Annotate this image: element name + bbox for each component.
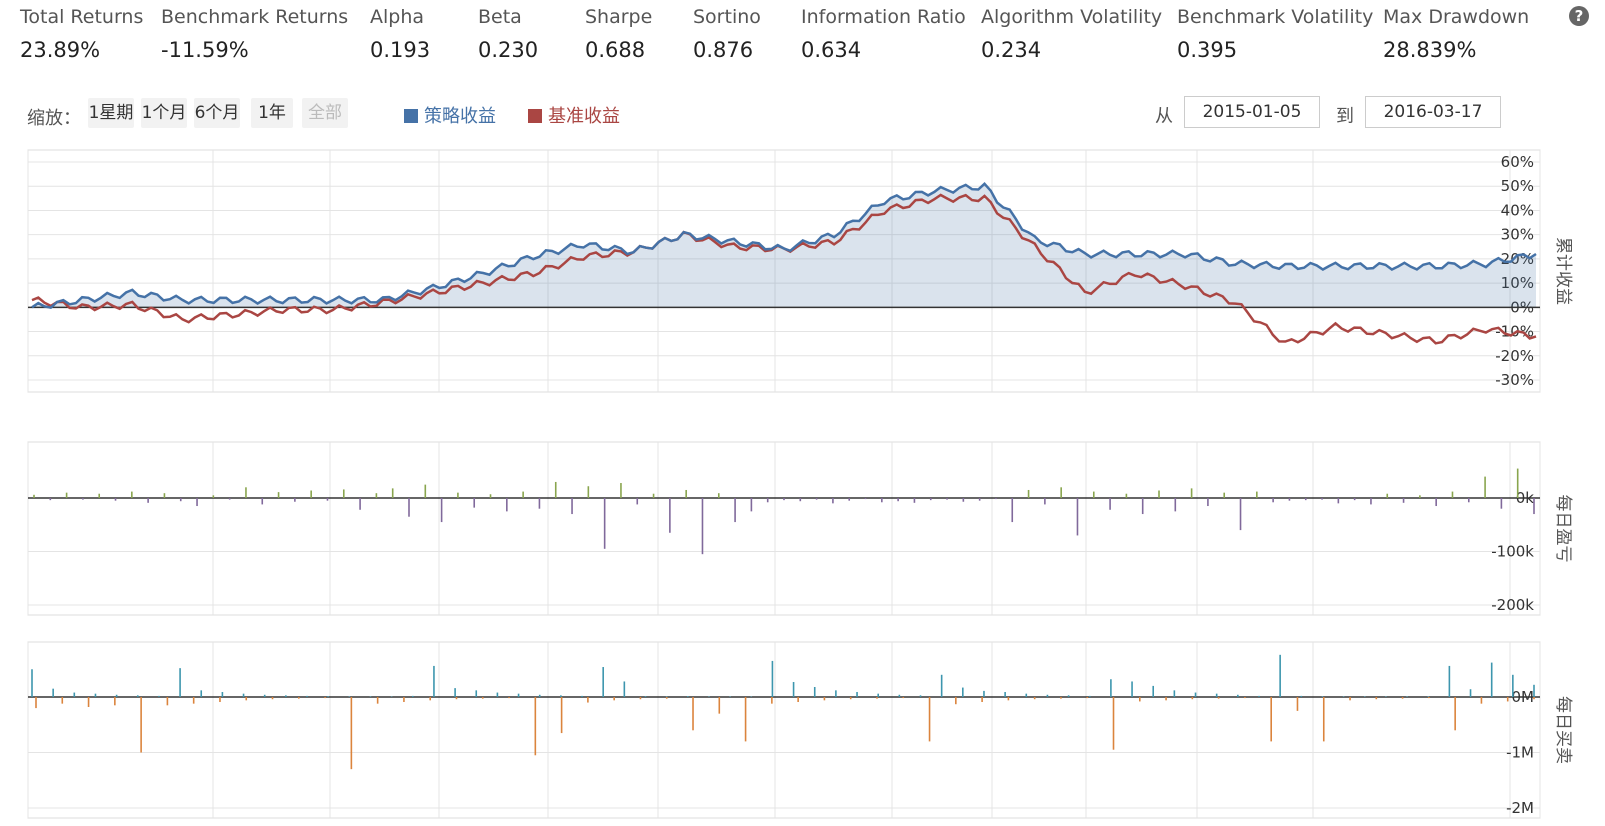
y-tick-label: 30%	[1501, 226, 1534, 244]
metric-label: Alpha	[370, 6, 425, 28]
metric-total-returns: Total Returns 23.89%	[20, 6, 143, 62]
metric-value: -11.59%	[161, 38, 249, 62]
metric-label: Algorithm Volatility	[981, 6, 1163, 28]
y-tick-label: 50%	[1501, 177, 1534, 195]
metric-label: Sharpe	[585, 6, 653, 28]
metric-label: Max Drawdown	[1383, 6, 1530, 28]
y-tick-label: -2M	[1506, 799, 1534, 817]
strategy-area	[32, 183, 1536, 308]
metric-value: 23.89%	[20, 38, 101, 62]
metric-alpha: Alpha 0.193	[370, 6, 430, 62]
y-tick-label: -1M	[1506, 744, 1534, 762]
metric-max-drawdown: Max Drawdown 28.839%	[1383, 6, 1529, 62]
metric-label: Benchmark Volatility	[1177, 6, 1374, 28]
y-tick-label: -30%	[1495, 371, 1534, 389]
zoom-6-month-button[interactable]: 6个月	[194, 98, 240, 128]
metric-value: 0.395	[1177, 38, 1238, 62]
metric-value: 0.230	[478, 38, 539, 62]
y-tick-label: -20%	[1495, 347, 1534, 365]
returns-panel: 60%50%40%30%20%10%0%-10%-20%-30%累计收益	[27, 149, 1573, 393]
metric-value: 0.688	[585, 38, 646, 62]
to-date-input[interactable]: 2016-03-17	[1365, 96, 1501, 128]
returns-panel-frame	[27, 149, 1541, 393]
metric-value: 0.876	[693, 38, 754, 62]
from-label: 从	[1155, 106, 1173, 127]
metric-label: Sortino	[693, 6, 761, 28]
metric-value: 0.193	[370, 38, 431, 62]
legend-benchmark[interactable]: 基准收益	[528, 102, 620, 128]
metric-benchmark-volatility: Benchmark Volatility 0.395	[1177, 6, 1373, 62]
trades-panel-axis-title: 每日买卖	[1553, 696, 1573, 764]
metric-algorithm-volatility: Algorithm Volatility 0.234	[981, 6, 1162, 62]
metric-label: Information Ratio	[801, 6, 966, 28]
trades-panel-frame	[27, 641, 1541, 819]
y-tick-label: -100k	[1491, 543, 1534, 561]
metric-benchmark-returns: Benchmark Returns -11.59%	[161, 6, 348, 62]
legend-strategy[interactable]: 策略收益	[404, 102, 496, 128]
legend-swatch	[404, 109, 418, 123]
metric-sortino: Sortino 0.876	[693, 6, 761, 62]
zoom-1-year-button[interactable]: 1年	[251, 98, 293, 128]
y-tick-label: 40%	[1501, 201, 1534, 219]
chart-toolbar: 缩放： 1星期 1个月 6个月 1年 全部 策略收益 基准收益 从 2015-0…	[0, 96, 1605, 136]
pnl-panel-axis-title: 每日盈亏	[1553, 495, 1573, 563]
metric-value: 0.634	[801, 38, 862, 62]
legend-swatch	[528, 109, 542, 123]
y-tick-label: -200k	[1491, 596, 1534, 614]
metric-information-ratio: Information Ratio 0.634	[801, 6, 966, 62]
metric-sharpe: Sharpe 0.688	[585, 6, 652, 62]
pnl-panel-frame	[27, 441, 1541, 616]
legend-benchmark-label: 基准收益	[548, 106, 620, 127]
metric-label: Total Returns	[20, 6, 144, 28]
zoom-1-week-button[interactable]: 1星期	[88, 98, 134, 128]
y-tick-label: 60%	[1501, 153, 1534, 171]
to-label: 到	[1336, 106, 1354, 127]
zoom-all-button[interactable]: 全部	[302, 98, 348, 128]
metric-label: Benchmark Returns	[161, 6, 349, 28]
metric-label: Beta	[478, 6, 522, 28]
help-icon[interactable]: ?	[1569, 6, 1589, 26]
legend-strategy-label: 策略收益	[424, 106, 496, 127]
returns-panel-axis-title: 累计收益	[1553, 237, 1573, 305]
zoom-label: 缩放：	[27, 108, 81, 129]
metric-value: 0.234	[981, 38, 1042, 62]
metric-value: 28.839%	[1383, 38, 1477, 62]
from-date-input[interactable]: 2015-01-05	[1184, 96, 1320, 128]
strategy-series-line	[31, 182, 1537, 310]
zoom-1-month-button[interactable]: 1个月	[141, 98, 187, 128]
metrics-bar: Total Returns 23.89% Benchmark Returns -…	[0, 0, 1605, 70]
metric-beta: Beta 0.230	[478, 6, 538, 62]
y-tick-label: 10%	[1501, 274, 1534, 292]
